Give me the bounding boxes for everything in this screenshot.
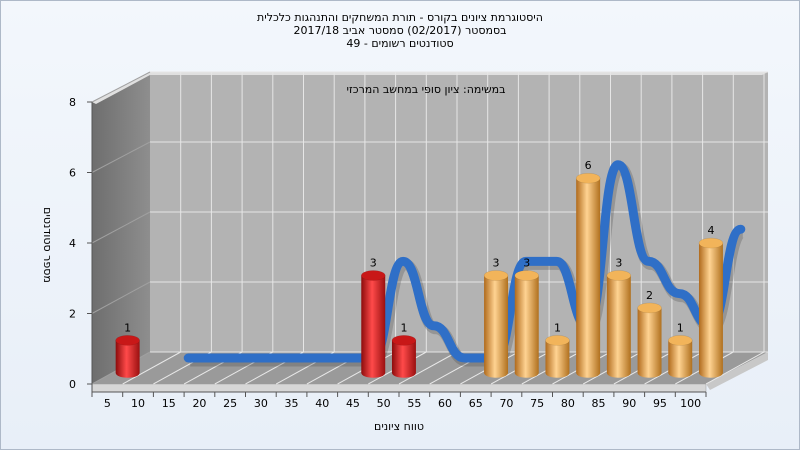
histogram-bar: 4 bbox=[698, 224, 724, 378]
histogram-bar: 3 bbox=[606, 257, 632, 378]
histogram-bar: 2 bbox=[637, 289, 662, 378]
x-tick-label: 15 bbox=[162, 397, 176, 410]
bar-cap bbox=[575, 172, 601, 184]
histogram-bar: 1 bbox=[545, 321, 570, 378]
y-tick-label: 0 bbox=[69, 378, 76, 391]
bar-body bbox=[545, 340, 570, 378]
y-axis-label: מספר סטודנטים bbox=[41, 207, 54, 283]
bar-value-label: 3 bbox=[370, 257, 377, 270]
x-tick-label: 85 bbox=[592, 397, 606, 410]
bar-cap bbox=[115, 335, 140, 346]
x-tick-label: 55 bbox=[407, 397, 421, 410]
bar-cap bbox=[391, 335, 417, 346]
chart-subtitle: במשימה: ציון סופי במחשב המרכזי bbox=[346, 83, 505, 96]
bar-value-label: 2 bbox=[646, 289, 653, 302]
bar-cap bbox=[606, 270, 632, 281]
bar-value-label: 6 bbox=[585, 159, 592, 172]
bar-value-label: 1 bbox=[124, 321, 131, 334]
bar-cap bbox=[361, 270, 386, 281]
x-tick-label: 10 bbox=[131, 397, 145, 410]
x-tick-label: 45 bbox=[346, 397, 360, 410]
bar-cap bbox=[483, 270, 509, 281]
bar-value-label: 1 bbox=[677, 321, 684, 334]
floor-grid-line bbox=[122, 351, 181, 385]
x-tick-label: 40 bbox=[315, 397, 329, 410]
chart-title-line-3: סטודנטים רשומים - 49 bbox=[346, 37, 454, 50]
x-tick-label: 60 bbox=[438, 397, 452, 410]
x-tick-label: 80 bbox=[561, 397, 575, 410]
histogram-bar: 3 bbox=[483, 257, 509, 378]
bar-body bbox=[576, 178, 601, 378]
bar-cap bbox=[668, 335, 693, 346]
bar-body bbox=[115, 340, 140, 378]
bar-value-label: 3 bbox=[615, 257, 622, 270]
side-grid-line bbox=[91, 141, 151, 173]
bar-body bbox=[514, 275, 539, 378]
x-axis-label: טווח ציונים bbox=[374, 420, 424, 433]
side-grid-line bbox=[91, 211, 151, 244]
bar-body bbox=[698, 243, 723, 378]
x-tick-label: 100 bbox=[680, 397, 701, 410]
bar-value-label: 3 bbox=[493, 257, 500, 270]
histogram-bar: 6 bbox=[575, 159, 601, 378]
bar-value-label: 4 bbox=[707, 224, 714, 237]
x-tick-label: 90 bbox=[622, 397, 636, 410]
bar-value-label: 1 bbox=[400, 321, 407, 334]
floor-grid-line bbox=[398, 351, 458, 385]
bar-body bbox=[637, 307, 662, 378]
histogram-bar: 1 bbox=[668, 321, 693, 378]
chart-title-line-2: בסמסטר (02/2017) סמסטר אביב 2017/18 bbox=[293, 24, 507, 37]
bar-cap bbox=[637, 302, 662, 314]
floor-grid-line bbox=[705, 351, 765, 385]
x-tick-label: 75 bbox=[530, 397, 544, 410]
x-tick-label: 30 bbox=[254, 397, 268, 410]
chart-right-edge bbox=[706, 352, 768, 390]
bar-body bbox=[391, 340, 416, 378]
x-tick-label: 50 bbox=[377, 397, 391, 410]
x-tick-label: 5 bbox=[104, 397, 111, 410]
side-grid-line bbox=[91, 71, 151, 103]
x-tick-label: 20 bbox=[192, 397, 206, 410]
histogram-bar: 1 bbox=[115, 321, 140, 378]
histogram-bar: 3 bbox=[514, 257, 539, 378]
x-tick-label: 95 bbox=[653, 397, 667, 410]
bar-body bbox=[606, 275, 631, 378]
bar-body bbox=[361, 275, 386, 378]
x-tick-label: 70 bbox=[499, 397, 513, 410]
histogram-bar: 1 bbox=[391, 321, 417, 378]
y-tick-label: 4 bbox=[69, 237, 76, 250]
x-tick-label: 65 bbox=[469, 397, 483, 410]
y-tick-label: 8 bbox=[69, 96, 76, 109]
x-tick-label: 35 bbox=[285, 397, 299, 410]
side-grid-line bbox=[91, 281, 151, 314]
bar-cap bbox=[545, 335, 570, 346]
bar-body bbox=[484, 275, 509, 378]
bar-body bbox=[668, 340, 693, 378]
chart-title-line-1: היסטוגרמת ציונים בקורס - תורת המשחקים וה… bbox=[257, 11, 543, 24]
y-tick-label: 6 bbox=[69, 167, 76, 180]
histogram-bar: 3 bbox=[361, 257, 386, 378]
bar-cap bbox=[514, 270, 539, 281]
y-tick-label: 2 bbox=[69, 308, 76, 321]
bar-value-label: 1 bbox=[554, 321, 561, 334]
x-tick-label: 25 bbox=[223, 397, 237, 410]
chart-front-lip bbox=[91, 383, 707, 393]
bar-cap bbox=[698, 237, 724, 249]
bar-value-label: 3 bbox=[523, 257, 530, 270]
